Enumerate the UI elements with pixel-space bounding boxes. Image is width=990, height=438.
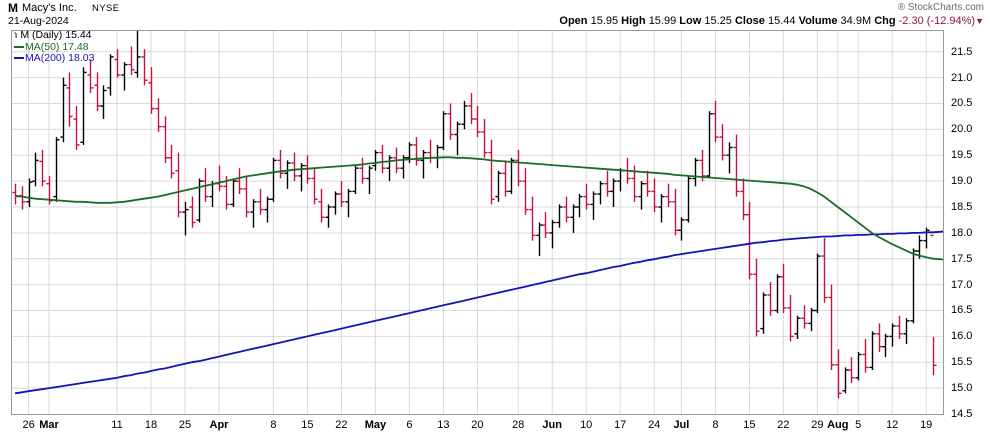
low-label: Low — [679, 15, 702, 27]
x-axis-tick-label: 12 — [886, 419, 899, 431]
gridlines — [12, 31, 943, 414]
x-axis-tick-label: 8 — [270, 419, 277, 431]
legend-label-ma50: MA(50) 17.48 — [25, 40, 89, 53]
low-value: 15.25 — [704, 15, 732, 27]
close-value: 15.44 — [767, 15, 796, 27]
x-axis-tick-label: 6 — [406, 419, 413, 431]
ma50-line — [14, 156, 943, 261]
ticker-symbol: M — [8, 1, 18, 15]
x-axis-tick-label: 15 — [743, 419, 756, 431]
x-axis-tick-label: 5 — [855, 419, 862, 431]
ma200-line — [14, 230, 943, 395]
x-axis-tick-label: 28 — [512, 419, 525, 431]
change-down-arrow-icon: ▼ — [975, 16, 984, 26]
bar-chart-icon: ℩ — [14, 30, 18, 41]
volume-label: Volume — [798, 15, 838, 27]
y-axis-tick-label: 19.5 — [951, 149, 973, 162]
y-axis-tick-label: 18.0 — [951, 226, 973, 239]
x-axis-month-label: May — [364, 419, 387, 431]
x-axis-tick-label: 29 — [811, 419, 824, 431]
x-axis-tick-label: 20 — [471, 419, 484, 431]
y-axis-tick-label: 17.0 — [951, 278, 973, 291]
high-label: High — [621, 15, 646, 27]
legend-label-price: M (Daily) 15.44 — [20, 29, 92, 41]
y-axis-tick-label: 17.5 — [951, 252, 973, 265]
x-axis-tick-label: 18 — [144, 419, 158, 431]
y-axis-tick-label: 16.0 — [951, 330, 973, 343]
y-axis-tick-label: 21.0 — [951, 71, 973, 84]
y-axis-tick-label: 20.5 — [951, 97, 973, 110]
x-axis-tick-label: 13 — [437, 419, 450, 431]
y-axis-tick-label: 19.0 — [951, 175, 973, 188]
price-chart-svg — [12, 31, 943, 414]
line-swatch-icon — [14, 45, 24, 48]
quote-date: 21-Aug-2024 — [8, 15, 69, 27]
x-axis-tick-label: 22 — [335, 419, 348, 431]
y-axis-tick-label: 14.5 — [951, 408, 973, 420]
legend-item-ma50: MA(50) 17.48 — [14, 40, 94, 54]
legend-item-ma200: MA(200) 18.03 — [14, 52, 95, 65]
stockcharts-watermark: ® StockCharts.com — [897, 2, 984, 13]
legend-item-price: ℩ M (Daily) 15.44 — [14, 29, 94, 42]
company-name: Macy's Inc. — [22, 2, 77, 14]
x-axis-tick-label: 17 — [614, 419, 627, 431]
ohlc-bars — [12, 31, 937, 399]
x-axis-month-label: Mar — [39, 419, 59, 431]
y-axis-tick-label: 16.5 — [951, 304, 973, 317]
y-axis-tick-label: 18.5 — [951, 200, 973, 213]
y-axis-tick-label: 20.0 — [951, 123, 973, 136]
x-axis-tick-label: 10 — [580, 419, 593, 431]
x-axis-month-label: Aug — [827, 419, 849, 431]
open-value: 15.95 — [590, 15, 619, 27]
change-value: -2.30 (-12.94%) — [898, 15, 976, 27]
x-axis-month-label: Jul — [673, 419, 690, 431]
x-axis-month-label: Apr — [209, 419, 229, 431]
x-axis-tick-label: 11 — [111, 419, 123, 431]
x-axis-tick-label: 26 — [22, 419, 35, 431]
price-plot-area — [11, 30, 944, 415]
x-axis-tick-label: 22 — [777, 419, 790, 431]
open-label: Open — [559, 15, 588, 27]
y-axis-tick-label: 21.5 — [951, 45, 973, 58]
y-axis-tick-label: 15.5 — [951, 356, 973, 369]
x-axis-tick-label: 15 — [301, 419, 314, 431]
x-axis-month-label: Jun — [542, 419, 562, 431]
x-axis-tick-label: 8 — [712, 419, 719, 431]
close-label: Close — [734, 15, 765, 27]
y-axis-tick-label: 15.0 — [951, 382, 973, 395]
volume-value: 34.9M — [840, 15, 872, 27]
exchange-label: NYSE — [92, 3, 120, 14]
legend-label-ma200: MA(200) 18.03 — [25, 52, 95, 64]
x-axis-tick-label: 24 — [648, 419, 661, 431]
ohlc-quote-bar: Open 15.95 High 15.99 Low 15.25 Close 15… — [559, 15, 984, 27]
change-label: Chg — [874, 15, 896, 27]
x-axis-tick-label: 19 — [920, 419, 933, 431]
x-axis-tick-label: 25 — [178, 419, 192, 431]
chart-legend: ℩ M (Daily) 15.44 MA(50) 17.48 MA(200) 1… — [14, 29, 95, 65]
high-value: 15.99 — [648, 15, 677, 27]
line-swatch-icon — [14, 57, 24, 59]
